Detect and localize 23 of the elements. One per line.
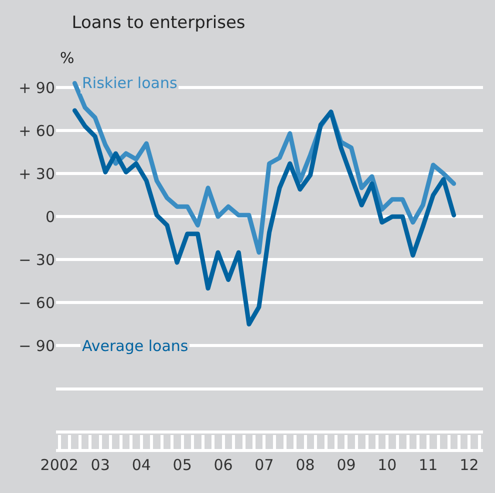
x-tick-label: 05 [172,456,192,474]
y-tick-label: + 30 [18,164,55,183]
text: Average loans [82,337,188,355]
y-tick-label: − 30 [18,250,55,269]
y-tick-label: 0 [45,208,55,226]
y-tick-label: − 90 [18,336,55,355]
x-tick-label: 03 [90,456,110,474]
x-tick-label: 2002 [40,456,78,474]
y-tick-label: + 90 [18,78,55,97]
x-tick-label: 08 [296,456,315,474]
x-tick-label: 04 [132,456,151,474]
x-tick-label: 12 [460,456,479,474]
y-tick-label: + 60 [18,122,55,140]
x-tick-label: 06 [214,456,233,474]
line-series [72,108,456,326]
x-tick-label: 10 [378,456,397,474]
y-tick-label: − 60 [18,294,55,312]
text: Loans to enterprises [72,13,246,34]
x-tick-label: 07 [254,456,274,474]
y-axis-title: % [60,49,74,67]
x-tick-label: 11 [418,456,438,474]
series-label: Riskier loans [82,74,178,92]
x-tick-label: 09 [336,456,356,474]
